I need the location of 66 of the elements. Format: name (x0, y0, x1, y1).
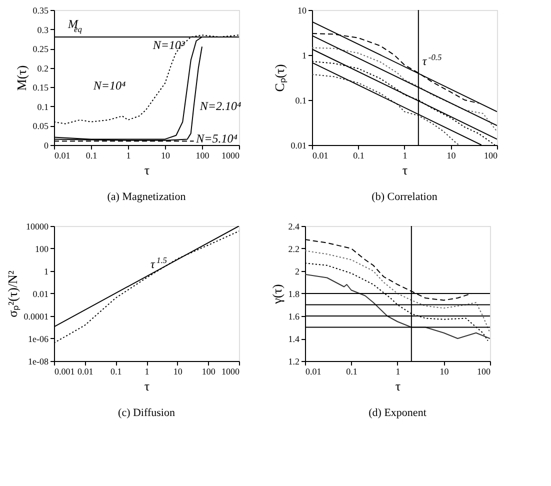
y-tick-label: 0.2 (37, 63, 48, 74)
x-tick-label: 1 (402, 150, 408, 160)
y-tick-label: 0.01 (32, 289, 48, 299)
y-tick-label: 10 (298, 6, 307, 16)
text: (b) Correlation (372, 191, 438, 203)
x-tick-label: 0.01 (312, 150, 328, 160)
y-tick-label: 0.0001 (24, 312, 48, 322)
x-tick-label: 1 (144, 366, 150, 376)
y-axis-title: σₚ²(τ)/N² (4, 270, 21, 318)
y-axis-title: Cₚ(τ) (272, 64, 288, 92)
y-tick-label: 100 (35, 244, 49, 254)
y-tick-label: 0.1 (295, 96, 306, 106)
y-tick-label: 0 (44, 140, 49, 150)
annotation: N=10³ (152, 38, 185, 52)
text: (a) Magnetization (107, 191, 186, 203)
y-tick-label: 0.1 (37, 102, 48, 112)
y-tick-label: 2.4 (288, 222, 300, 232)
x-tick-label: 1000 (222, 150, 240, 160)
x-tick-label: 0.1 (346, 366, 358, 376)
annotation: N=10⁴ (92, 78, 126, 93)
annotation: N=5.10⁴ (195, 131, 238, 146)
y-tick-label: 1 (302, 50, 306, 60)
y-tick-label: 1 (44, 266, 48, 276)
y-tick-label: 1e-06 (28, 334, 49, 344)
x-tick-label: 10 (173, 366, 183, 376)
x-tick-label: 0.1 (110, 366, 122, 376)
x-tick-label: 0.01 (54, 150, 70, 160)
y-tick-label: 2.2 (288, 244, 300, 254)
text: (d) Exponent (368, 407, 426, 419)
x-tick-label: 100 (477, 366, 491, 376)
y-axis-title: γ(τ) (269, 284, 284, 305)
x-tick-label: 10 (446, 150, 456, 160)
x-tick-label: 0.01 (306, 366, 322, 376)
y-axis-title: M(τ) (14, 65, 29, 91)
x-tick-label: 10 (161, 150, 170, 160)
x-tick-label: 1 (126, 150, 131, 160)
y-tick-label: 1.4 (288, 334, 300, 344)
y-tick-label: 1.8 (288, 289, 300, 299)
x-tick-label: 10 (440, 366, 450, 376)
y-tick-label: 1.6 (288, 312, 300, 322)
y-tick-label: 0.3 (37, 24, 49, 35)
x-axis-title: τ (144, 162, 150, 178)
x-axis-title: τ (144, 378, 150, 394)
y-tick-label: 0.01 (290, 140, 306, 150)
y-tick-label: 0.25 (32, 44, 49, 54)
x-tick-label: 0.1 (86, 150, 98, 160)
x-tick-label: 0.01 (77, 366, 94, 376)
x-tick-label: 100 (484, 150, 498, 160)
text: (c) Diffusion (118, 407, 176, 419)
x-tick-label: 100 (196, 150, 210, 160)
x-axis-title: τ (395, 378, 401, 394)
legend-label: Meq (67, 17, 82, 34)
x-tick-label: 1 (396, 366, 400, 376)
x-tick-label: 0.1 (353, 150, 364, 160)
y-tick-label: 1e-08 (28, 356, 49, 366)
x-tick-label: 100 (202, 366, 216, 376)
y-tick-label: 0.15 (32, 82, 49, 93)
y-tick-label: 0.35 (32, 6, 49, 16)
y-tick-label: 2 (295, 266, 300, 276)
x-tick-label: 0.001 (54, 366, 75, 376)
y-tick-label: 1.2 (288, 356, 300, 366)
annotation: N=2.10⁴ (198, 98, 242, 113)
x-tick-label: 1000 (222, 366, 240, 376)
y-tick-label: 10000 (26, 222, 49, 232)
y-tick-label: 0.05 (32, 121, 49, 132)
x-axis-title: τ (402, 162, 408, 178)
